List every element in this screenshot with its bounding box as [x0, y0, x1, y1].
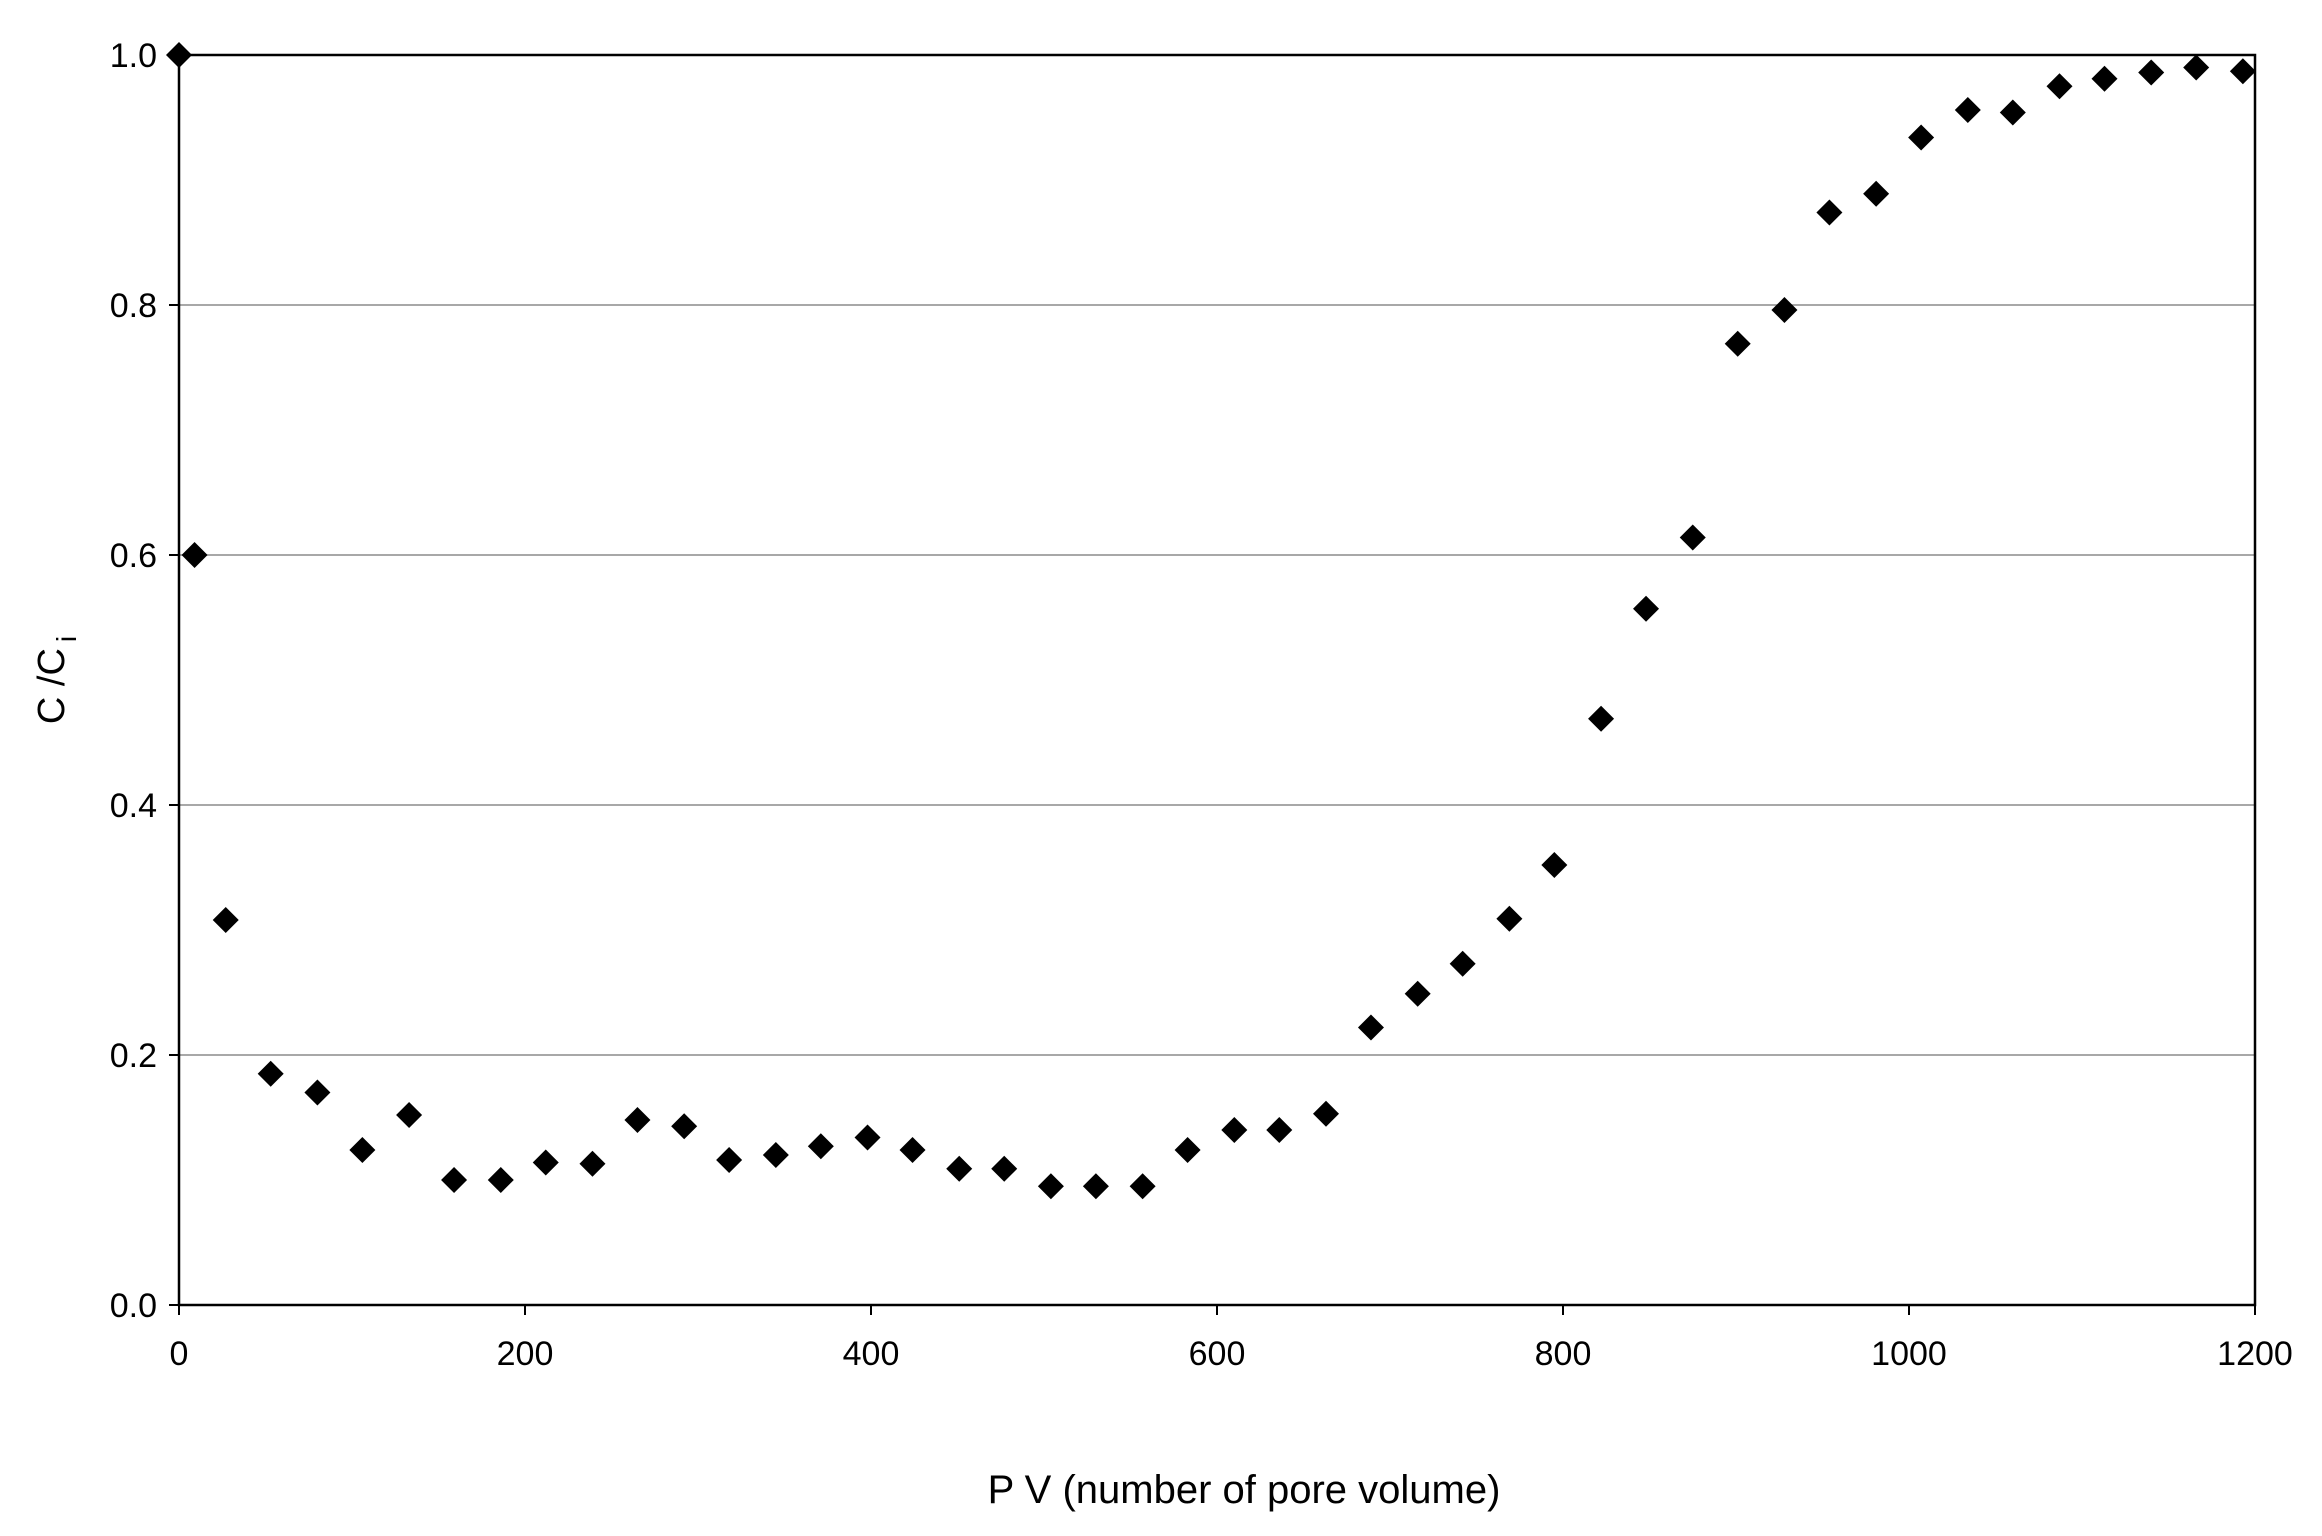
data-point-diamond [579, 1150, 606, 1177]
data-point-diamond [396, 1102, 423, 1128]
data-point-diamond [1404, 980, 1431, 1007]
y-tick-label: 0.6 [110, 537, 157, 575]
y-tick-label: 0.0 [110, 1287, 157, 1325]
y-axis-title-main: C /C [31, 648, 73, 724]
data-point-diamond [1312, 1100, 1339, 1127]
data-point-diamond [1816, 199, 1843, 226]
data-point-diamond [304, 1079, 331, 1106]
x-axis-title: P V (number of pore volume) [988, 1468, 1501, 1512]
data-point-diamond [946, 1155, 973, 1182]
data-point-diamond [624, 1107, 651, 1133]
y-axis-title-subscript: i [51, 636, 82, 642]
data-point-diamond [212, 907, 239, 933]
x-tick-label: 600 [1189, 1335, 1246, 1373]
y-tick-label: 1.0 [110, 37, 157, 75]
data-point-diamond [1221, 1117, 1248, 1143]
tick-marks [169, 54, 2256, 1315]
data-point-diamond [671, 1113, 698, 1140]
data-point-diamond [1266, 1117, 1293, 1143]
data-point-diamond [257, 1060, 284, 1087]
data-point-diamond [1037, 1173, 1064, 1200]
data-point-diamond [1357, 1014, 1384, 1041]
x-tick-label: 1000 [1871, 1335, 1947, 1373]
data-point-diamond [2138, 59, 2165, 86]
y-axis-title: C /C i [31, 636, 82, 724]
svg-text:C /Ci: C /C i [31, 636, 82, 724]
data-point-diamond [1724, 330, 1751, 357]
data-point-diamond [1954, 97, 1981, 123]
data-point-diamond [532, 1149, 559, 1176]
data-point-diamond [166, 42, 192, 68]
data-point-diamond [1082, 1173, 1109, 1200]
plot-area-frame [177, 53, 2257, 1307]
data-point-diamond [1129, 1173, 1156, 1200]
data-point-diamond [1496, 905, 1523, 932]
y-tick-labels: 0.0 0.2 0.4 0.6 0.8 1.0 [110, 37, 157, 1325]
data-point-diamond [487, 1167, 514, 1193]
data-point-diamond [1541, 852, 1568, 878]
data-points [166, 42, 2256, 1200]
data-point-diamond [2229, 58, 2256, 85]
data-point-diamond [1908, 124, 1935, 151]
data-point-diamond [807, 1133, 834, 1160]
data-point-diamond [854, 1124, 881, 1151]
data-point-diamond [2046, 73, 2073, 100]
x-tick-labels: 0 200 400 600 800 1000 1200 [170, 1335, 2293, 1373]
y-tick-label: 0.8 [110, 287, 157, 325]
x-tick-label: 200 [497, 1335, 554, 1373]
data-point-diamond [2183, 54, 2210, 81]
data-point-diamond [1633, 595, 1660, 622]
data-point-diamond [1999, 99, 2026, 126]
data-point-diamond [1679, 524, 1706, 551]
data-point-diamond [1771, 297, 1798, 323]
data-point-diamond [1174, 1137, 1201, 1163]
data-point-diamond [1449, 950, 1476, 977]
data-point-diamond [2091, 65, 2118, 92]
y-tick-label: 0.4 [110, 787, 157, 825]
x-tick-label: 0 [170, 1335, 189, 1373]
x-tick-label: 800 [1535, 1335, 1592, 1373]
data-point-diamond [899, 1137, 926, 1163]
data-point-diamond [991, 1155, 1018, 1182]
data-point-diamond [1863, 180, 1890, 207]
data-point-diamond [349, 1137, 376, 1163]
data-point-diamond [1588, 705, 1615, 732]
data-point-diamond [716, 1147, 743, 1173]
data-point-diamond [181, 542, 208, 568]
gridlines [179, 304, 2255, 1056]
data-point-diamond [441, 1167, 468, 1193]
x-tick-label: 1200 [2217, 1335, 2293, 1373]
data-point-diamond [762, 1142, 789, 1168]
y-tick-label: 0.2 [110, 1037, 157, 1075]
x-tick-label: 400 [843, 1335, 900, 1373]
